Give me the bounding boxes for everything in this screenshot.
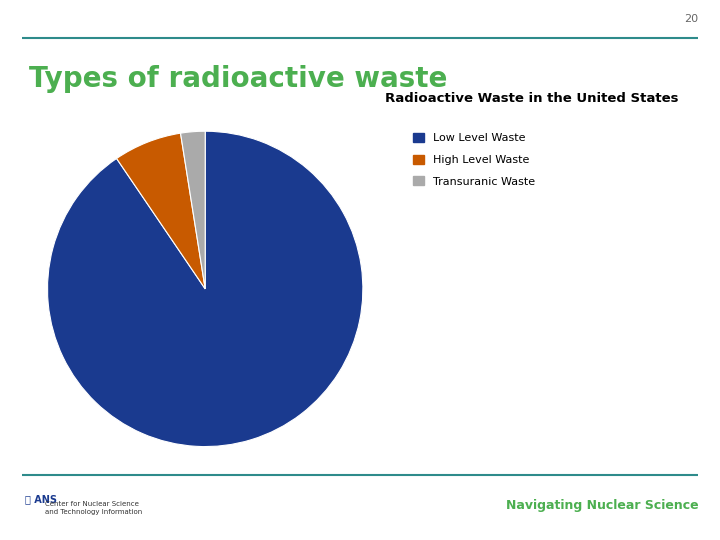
Text: Navigating Nuclear Science: Navigating Nuclear Science <box>505 500 698 512</box>
Text: and Technology Information: and Technology Information <box>45 509 142 515</box>
Text: Radioactive Waste in the United States: Radioactive Waste in the United States <box>385 92 679 105</box>
Text: 20: 20 <box>684 14 698 24</box>
Text: Types of radioactive waste: Types of radioactive waste <box>29 65 447 93</box>
Legend: Low Level Waste, High Level Waste, Transuranic Waste: Low Level Waste, High Level Waste, Trans… <box>413 133 535 186</box>
Text: Center for Nuclear Science: Center for Nuclear Science <box>45 501 138 507</box>
Wedge shape <box>117 133 205 289</box>
Wedge shape <box>48 131 363 447</box>
Wedge shape <box>181 131 205 289</box>
Text: Ⓜ ANS: Ⓜ ANS <box>25 494 57 504</box>
